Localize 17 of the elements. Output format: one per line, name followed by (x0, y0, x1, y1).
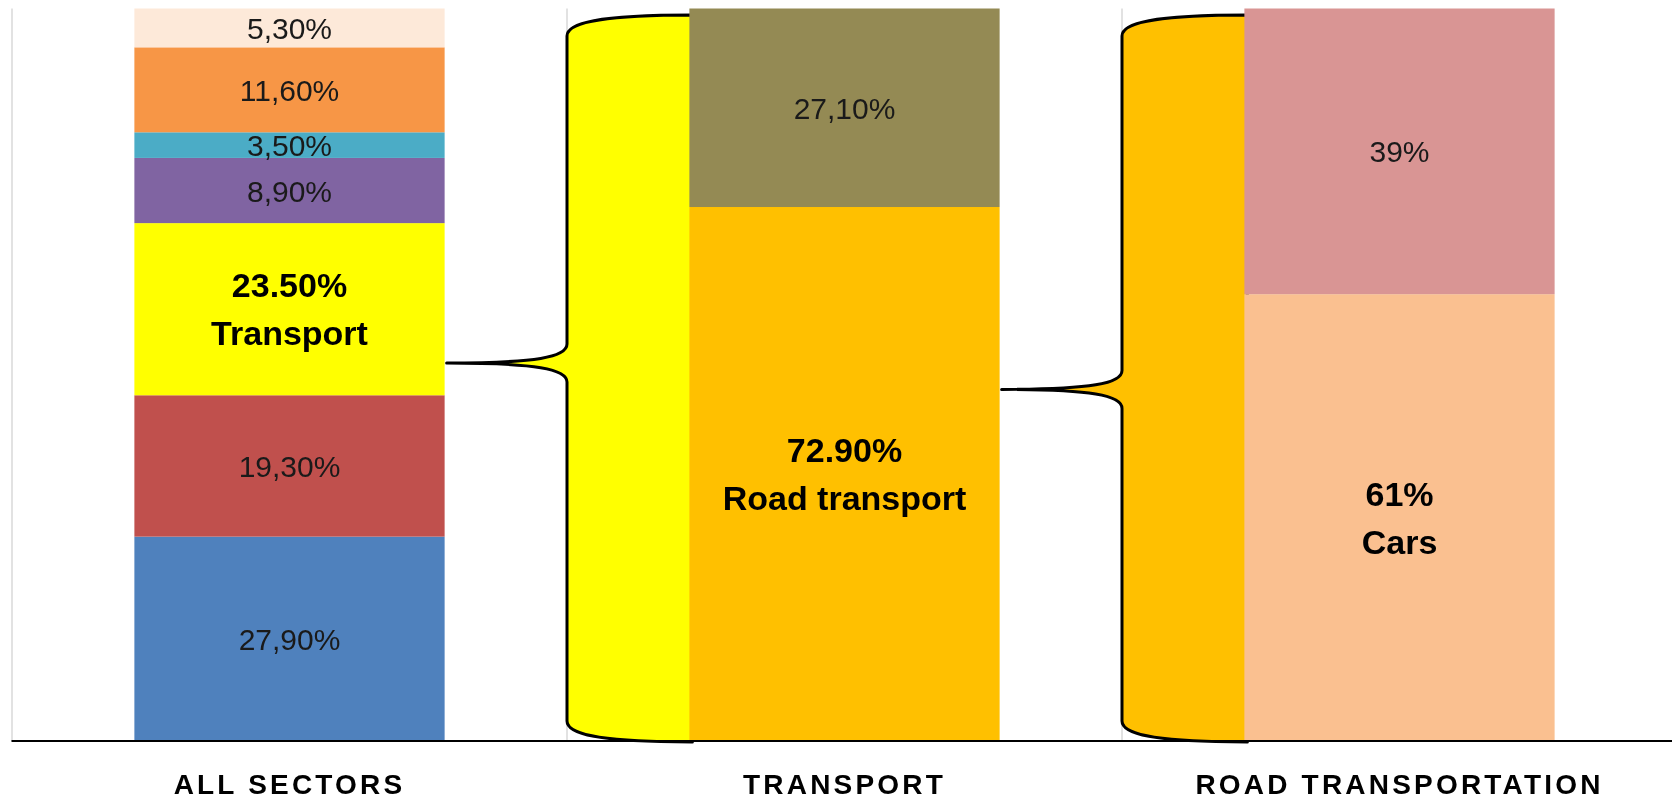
data-label: 8,90% (246, 174, 333, 208)
x-tick-label: ALL SECTORS (173, 769, 406, 800)
data-label: 27,10% (793, 91, 896, 125)
x-tick-label: TRANSPORT (742, 769, 947, 800)
series-label: Transport (211, 314, 368, 353)
data-label: 3,50% (246, 128, 333, 162)
data-label: 61% (1365, 474, 1434, 513)
data-label: 11,60% (239, 73, 340, 107)
data-label: 72.90% (786, 431, 903, 469)
x-tick-label: ROAD TRANSPORTATION (1195, 769, 1604, 800)
data-label: 39% (1369, 134, 1430, 168)
data-label: 27,90% (238, 622, 341, 656)
series-label: Road transport (722, 479, 967, 517)
data-label: 5,30% (246, 11, 333, 45)
data-label: 23.50% (231, 266, 348, 305)
data-label: 19,30% (238, 449, 341, 483)
series-label: Cars (1361, 522, 1438, 561)
